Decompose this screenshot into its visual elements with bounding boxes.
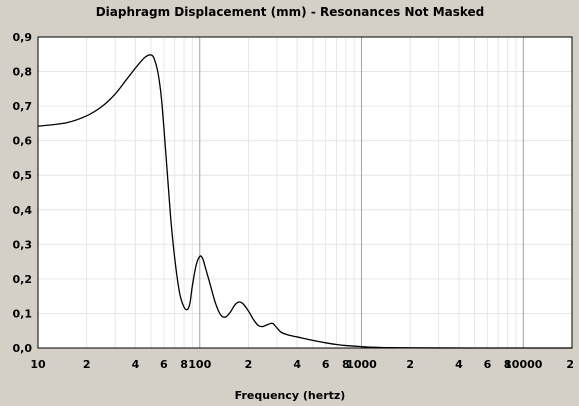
y-tick-label: 0,9 [13,31,33,44]
x-tick-label: 10000 [504,358,543,371]
x-tick-label: 6 [160,358,168,371]
y-tick-label: 0,1 [13,307,33,320]
x-tick-label: 2 [406,358,414,371]
series-layer [37,54,573,349]
x-tick-label: 8 [342,358,350,371]
x-tick-label: 100 [188,358,211,371]
plot-area [38,37,572,348]
y-tick-label: 0,3 [13,238,33,251]
y-tick-label: 0,2 [13,273,33,286]
y-tick-label: 0,8 [13,66,33,79]
x-tick-label: 8 [504,358,512,371]
chart-title: Diaphragm Displacement (mm) - Resonances… [96,5,485,19]
x-tick-label: 10 [30,358,46,371]
series-line [37,54,573,349]
y-axis-ticks: 0,0 0,1 0,2 0,3 0,4 0,5 0,6 0,7 0,8 0,9 [13,31,33,355]
x-tick-label: 2 [566,358,574,371]
x-axis-label: Frequency (hertz) [235,389,346,402]
x-tick-label: 4 [455,358,463,371]
x-tick-label: 1000 [346,358,377,371]
x-tick-label: 8 [180,358,188,371]
y-tick-label: 0,7 [13,100,33,113]
y-tick-label: 0,0 [13,342,33,355]
y-tick-label: 0,6 [13,135,33,148]
plot-border [37,36,573,349]
x-tick-label: 2 [245,358,253,371]
x-tick-label: 4 [293,358,301,371]
x-tick-label: 6 [484,358,492,371]
y-tick-label: 0,4 [13,204,33,217]
x-tick-label: 4 [132,358,140,371]
x-tick-label: 6 [322,358,330,371]
y-tick-label: 0,5 [13,169,33,182]
x-tick-label: 2 [83,358,91,371]
